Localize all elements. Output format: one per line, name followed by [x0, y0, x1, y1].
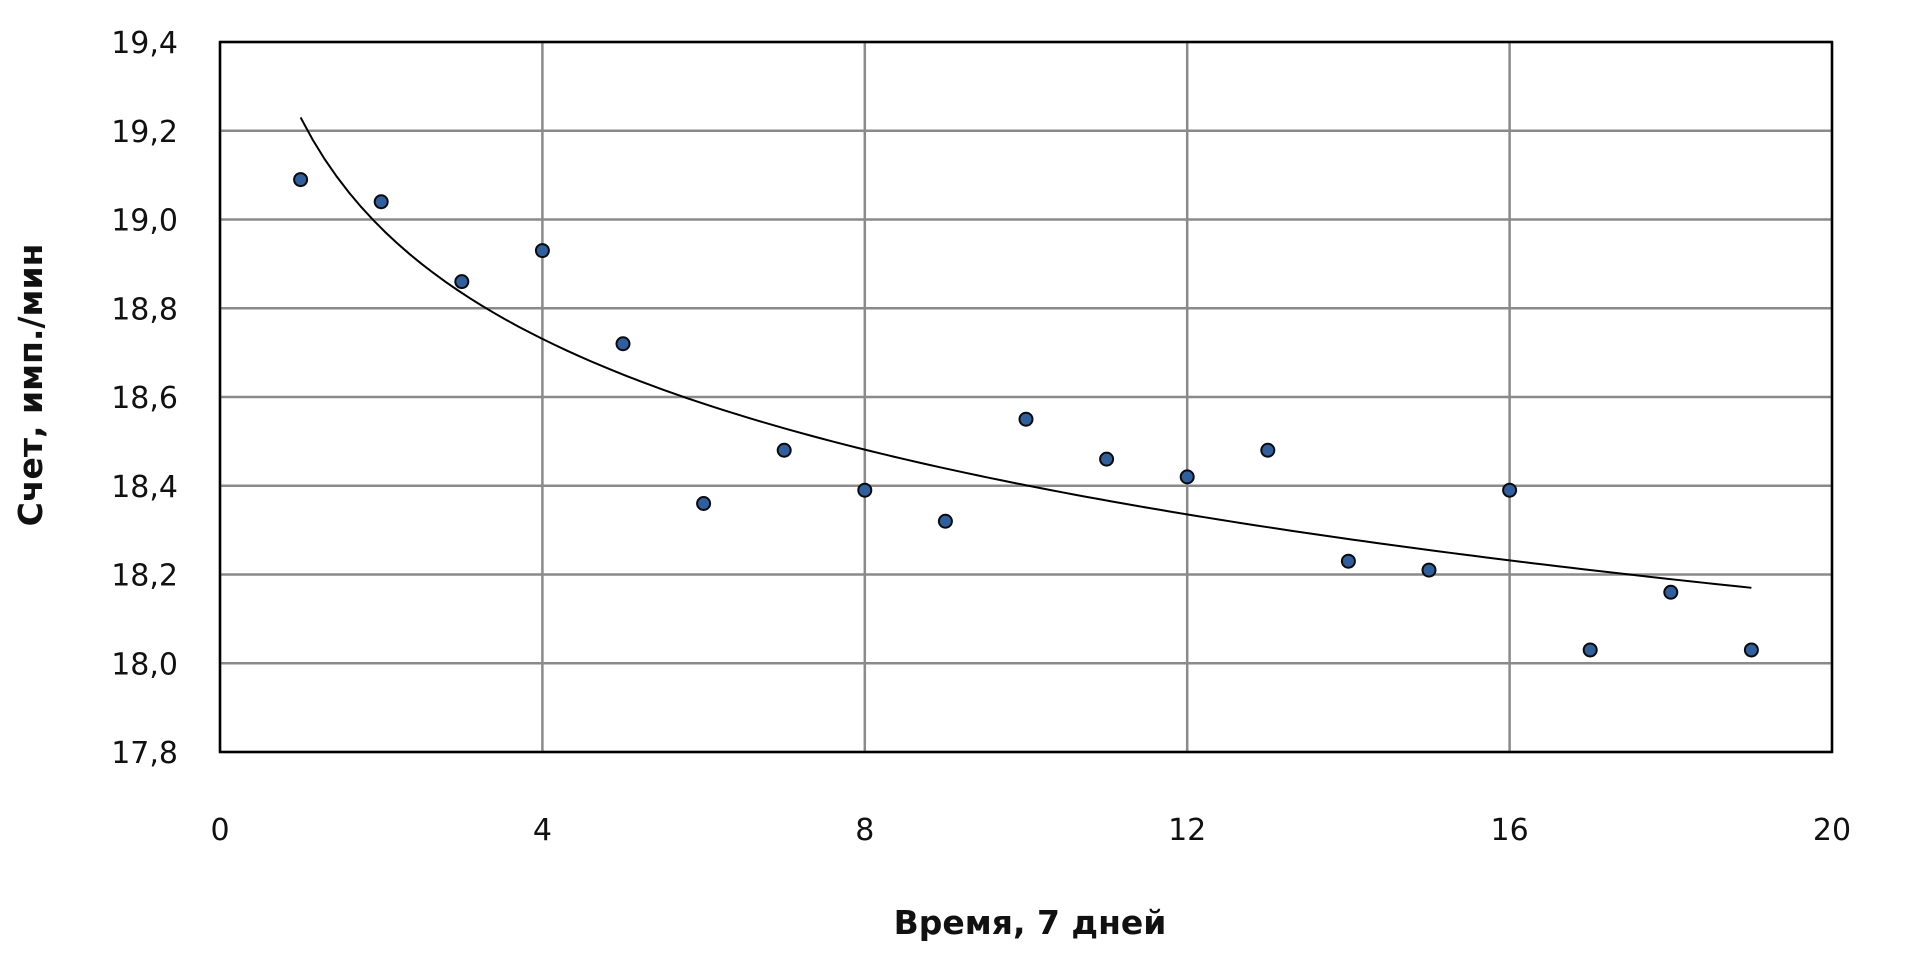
data-point	[454, 274, 470, 290]
y-tick-label: 19,4	[111, 26, 178, 61]
y-tick-label: 19,2	[111, 115, 178, 150]
data-point	[1099, 451, 1115, 467]
x-tick-label: 16	[1491, 813, 1529, 848]
data-point	[615, 336, 631, 352]
x-tick-label: 12	[1168, 813, 1206, 848]
y-tick-label: 18,0	[111, 647, 178, 682]
y-axis-title: Счет, имп./мин	[11, 244, 50, 527]
data-point	[857, 482, 873, 498]
y-axis-ticks: 17,8 18,0 18,2 18,4 18,6 18,8 19,0 19,2 19,4	[111, 26, 178, 771]
data-point	[696, 496, 712, 511]
x-axis-ticks: 0 4 8 12 16 20	[210, 813, 1851, 848]
data-point	[1421, 562, 1437, 578]
data-point	[1018, 411, 1034, 427]
y-tick-label: 18,6	[111, 381, 178, 416]
data-point	[937, 513, 953, 529]
x-tick-label: 20	[1813, 813, 1851, 848]
trendline	[299, 116, 1752, 589]
y-tick-label: 18,8	[111, 292, 178, 327]
data-point	[1663, 584, 1679, 600]
x-tick-label: 8	[855, 813, 874, 848]
data-point	[1582, 642, 1598, 658]
data-point	[1743, 642, 1759, 658]
data-point	[293, 172, 309, 188]
data-point	[776, 442, 792, 458]
data-point	[534, 243, 550, 259]
x-axis-title: Время, 7 дней	[894, 903, 1167, 942]
plot-area-frame	[218, 40, 1834, 754]
data-point	[1179, 469, 1195, 485]
y-tick-label: 18,4	[111, 470, 178, 505]
data-point	[1502, 482, 1518, 498]
y-tick-label: 17,8	[111, 736, 178, 771]
data-point	[1340, 553, 1356, 569]
y-tick-label: 19,0	[111, 204, 178, 239]
x-tick-label: 4	[533, 813, 552, 848]
x-tick-label: 0	[210, 813, 229, 848]
y-tick-label: 18,2	[111, 559, 178, 594]
data-points	[293, 172, 1759, 658]
data-point	[1260, 442, 1276, 458]
data-point	[373, 194, 389, 210]
